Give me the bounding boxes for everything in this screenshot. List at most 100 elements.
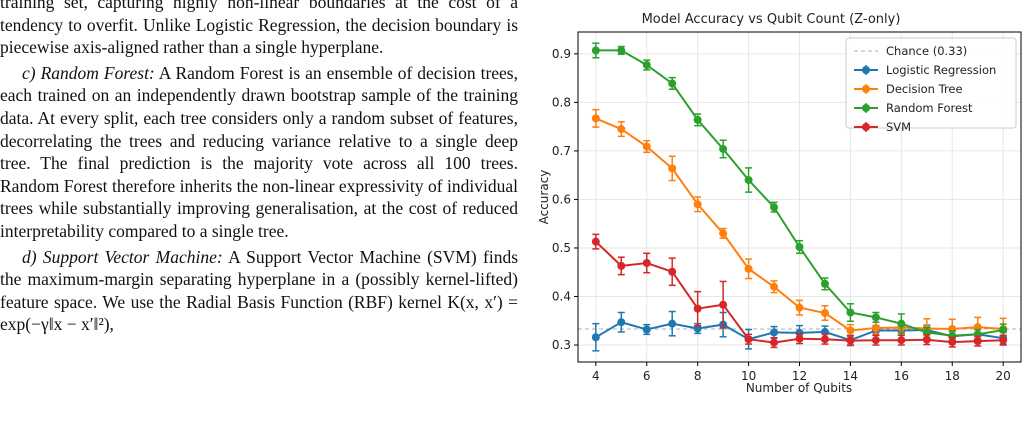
legend-marker (862, 123, 870, 131)
data-point (591, 237, 600, 246)
legend-label: Chance (0.33) (886, 44, 967, 58)
legend-item: SVM (854, 120, 911, 134)
y-tick-label: 0.6 (552, 192, 571, 206)
y-ticks: 0.3 0.4 0.5 0.6 0.7 0.8 0.9 (552, 47, 578, 352)
x-tick-label: 18 (945, 369, 960, 383)
data-point (668, 164, 677, 173)
data-point (591, 333, 600, 342)
legend-label: Random Forest (886, 101, 973, 115)
data-point (770, 338, 779, 347)
legend-label: Decision Tree (886, 82, 963, 96)
data-point (897, 319, 906, 328)
x-tick-label: 20 (996, 369, 1011, 383)
series-svm (591, 233, 1008, 349)
data-point (770, 203, 779, 212)
chart-title: Model Accuracy vs Qubit Count (Z-only) (642, 12, 901, 27)
data-point (693, 304, 702, 313)
paragraph-random-forest: c) Random Forest: A Random Forest is an … (0, 62, 518, 243)
x-tick-label: 4 (592, 369, 600, 383)
data-point (846, 326, 855, 335)
data-point (871, 313, 880, 322)
data-point (642, 259, 651, 267)
x-tick-label: 10 (741, 369, 756, 383)
series-decision-tree (591, 108, 1008, 341)
data-point (795, 242, 804, 251)
legend-item-chance: Chance (0.33) (854, 44, 967, 58)
data-point (973, 337, 982, 346)
data-point (693, 324, 702, 333)
data-point (719, 300, 728, 309)
x-ticks: 4 6 8 10 12 14 16 18 20 (592, 362, 1011, 383)
series-layer (591, 42, 1008, 352)
data-point (744, 176, 753, 185)
legend-marker (862, 85, 870, 93)
data-point (719, 144, 728, 153)
data-point (642, 142, 651, 151)
data-point (820, 308, 829, 317)
y-tick-label: 0.7 (552, 144, 571, 158)
data-point (693, 115, 702, 124)
data-point (795, 334, 804, 343)
data-point (820, 335, 829, 344)
legend-item: Random Forest (854, 101, 973, 115)
data-point (948, 338, 957, 347)
random-forest-body: A Random Forest is an ensemble of decisi… (0, 62, 518, 241)
data-point (897, 336, 906, 345)
y-tick-label: 0.4 (552, 289, 571, 303)
legend: Chance (0.33) Logistic Regression Decision… (845, 37, 1017, 134)
y-tick-label: 0.8 (552, 95, 571, 109)
accuracy-chart: Model Accuracy vs Qubit Count (Z-only) 4… (537, 12, 1022, 395)
x-tick-label: 12 (792, 369, 807, 383)
data-point (719, 229, 728, 238)
data-point (744, 335, 753, 344)
data-point (591, 114, 600, 123)
y-tick-label: 0.5 (552, 241, 571, 255)
data-point (871, 336, 880, 345)
x-tick-label: 16 (894, 369, 909, 383)
legend-box (845, 37, 1017, 129)
data-point (871, 324, 880, 333)
paragraph-decision-tree-end: training set, capturing highly non-linea… (0, 0, 518, 58)
data-point (846, 336, 855, 345)
x-tick-label: 6 (643, 369, 651, 383)
legend-label: SVM (886, 120, 911, 134)
data-point (617, 318, 626, 327)
x-tick-label: 14 (843, 369, 858, 383)
data-point (922, 335, 931, 344)
data-point (770, 328, 779, 337)
heading-random-forest: c) Random Forest: (22, 62, 155, 83)
data-point (795, 303, 804, 312)
legend-marker (862, 104, 870, 112)
data-point (795, 328, 804, 337)
data-point (617, 125, 626, 134)
legend-item: Decision Tree (854, 82, 963, 96)
legend-item: Logistic Regression (854, 63, 996, 77)
accuracy-figure: Model Accuracy vs Qubit Count (Z-only) 4… (528, 0, 1034, 428)
data-point (617, 46, 626, 55)
data-point (591, 46, 600, 55)
y-tick-label: 0.3 (552, 338, 571, 352)
legend-label: Logistic Regression (886, 63, 996, 77)
data-point (642, 325, 651, 334)
data-point (642, 61, 651, 69)
legend-marker (862, 66, 870, 74)
data-point (846, 308, 855, 317)
x-axis-label: Number of Qubits (746, 381, 852, 395)
data-point (744, 264, 753, 273)
data-point (820, 279, 829, 288)
data-point (770, 282, 779, 291)
data-point (617, 261, 626, 270)
x-tick-label: 8 (694, 369, 702, 383)
svm-body: A Support Vector Machine (SVM) finds the… (0, 246, 519, 335)
data-point (999, 336, 1008, 345)
body-text-column: training set, capturing highly non-linea… (0, 0, 518, 336)
data-point (999, 325, 1008, 334)
data-point (668, 79, 677, 88)
data-point (668, 267, 677, 276)
data-point (693, 200, 702, 209)
paragraph-svm: d) Support Vector Machine: A Support Vec… (0, 246, 518, 336)
y-axis-label: Accuracy (537, 170, 551, 225)
heading-svm: d) Support Vector Machine: (22, 246, 223, 267)
data-point (668, 319, 677, 328)
y-tick-label: 0.9 (552, 47, 571, 61)
